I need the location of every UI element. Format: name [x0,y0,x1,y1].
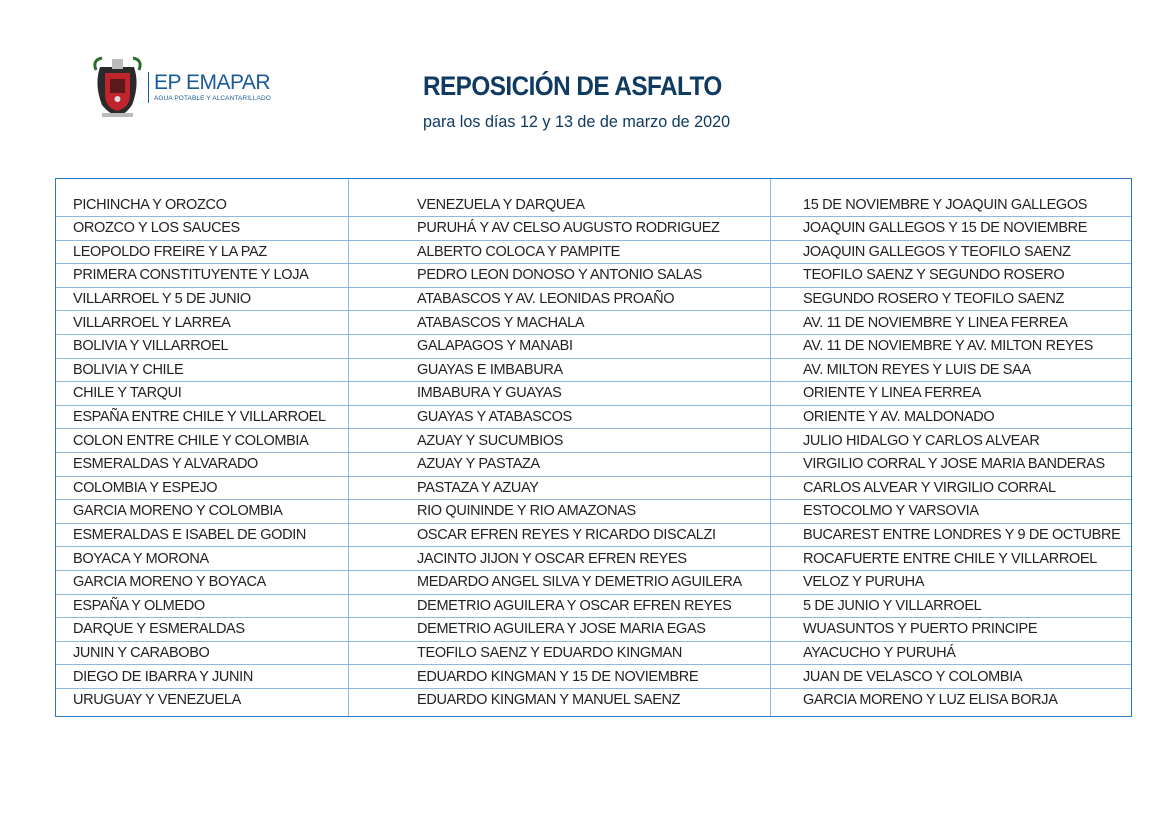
table-cell: GARCIA MORENO Y COLOMBIA [73,503,283,520]
table-cell: AZUAY Y PASTAZA [417,456,540,473]
table-cell: AYACUCHO Y PURUHÁ [803,644,956,661]
table-row: COLON ENTRE CHILE Y COLOMBIA AZUAY Y SUCU… [56,429,1131,454]
table-cell: PURUHÁ Y AV CELSO AUGUSTO RODRIGUEZ [417,220,720,237]
table-cell: URUGUAY Y VENEZUELA [73,692,241,709]
brand-block: EP EMAPAR AGUA POTABLE Y ALCANTARILLADO [148,72,271,103]
brand-tagline: AGUA POTABLE Y ALCANTARILLADO [154,95,271,102]
table-row: BOYACA Y MORONA JACINTO JIJON Y OSCAR EFR… [56,547,1131,572]
table-row: VILLARROEL Y LARREA ATABASCOS Y MACHALA AV… [56,311,1131,336]
column-divider [348,179,349,716]
table-row: GARCIA MORENO Y COLOMBIA RIO QUININDE Y R… [56,499,1131,524]
page-subtitle: para los días 12 y 13 de de marzo de 202… [423,112,731,131]
table-cell: ESTOCOLMO Y VARSOVIA [803,503,979,520]
table-cell: PEDRO LEON DONOSO Y ANTONIO SALAS [417,267,702,284]
table-cell: 15 DE NOVIEMBRE Y JOAQUIN GALLEGOS [803,196,1088,213]
table-row: BOLIVIA Y CHILE GUAYAS E IMBABURA AV. MILT… [56,358,1131,383]
table-row: GARCIA MORENO Y BOYACA MEDARDO ANGEL SILV… [56,570,1131,595]
table-cell: PICHINCHA Y OROZCO [73,196,227,213]
table-cell: ALBERTO COLOCA Y PAMPITE [417,243,621,260]
table-cell: PRIMERA CONSTITUYENTE Y LOJA [73,267,309,284]
table-cell: VELOZ Y PURUHA [803,574,925,591]
table-cell: EDUARDO KINGMAN Y MANUEL SAENZ [417,692,681,709]
table-row: PRIMERA CONSTITUYENTE Y LOJA PEDRO LEON D… [56,263,1131,288]
table-cell: DEMETRIO AGUILERA Y JOSE MARIA EGAS [417,621,706,638]
table-cell: BUCAREST ENTRE LONDRES Y 9 DE OCTUBRE [803,526,1121,543]
table-row: URUGUAY Y VENEZUELA EDUARDO KINGMAN Y MAN… [56,688,1131,712]
table-cell: LEOPOLDO FREIRE Y LA PAZ [73,243,267,260]
table-cell: ESPAÑA ENTRE CHILE Y VILLARROEL [73,408,326,425]
emapar-coat-of-arms-logo [93,56,142,117]
table-cell: AV. 11 DE NOVIEMBRE Y LINEA FERREA [803,314,1068,331]
table-row: PICHINCHA Y OROZCO VENEZUELA Y DARQUEA 15 … [56,193,1131,218]
table-cell: ROCAFUERTE ENTRE CHILE Y VILLARROEL [803,550,1097,567]
table-cell: GUAYAS Y ATABASCOS [417,408,572,425]
brand-name: EP EMAPAR [154,71,271,94]
table-row: CHILE Y TARQUI IMBABURA Y GUAYAS ORIENTE Y… [56,381,1131,406]
table-row: ESMERALDAS E ISABEL DE GODIN OSCAR EFREN … [56,523,1131,548]
table-row: LEOPOLDO FREIRE Y LA PAZ ALBERTO COLOCA Y… [56,240,1131,265]
table-cell: BOLIVIA Y VILLARROEL [73,338,229,355]
table-cell: JUAN DE VELASCO Y COLOMBIA [803,668,1023,685]
table-cell: RIO QUININDE Y RIO AMAZONAS [417,503,636,520]
table-cell: MEDARDO ANGEL SILVA Y DEMETRIO AGUILERA [417,574,742,591]
table-cell: COLON ENTRE CHILE Y COLOMBIA [73,432,309,449]
table-cell: JOAQUIN GALLEGOS Y TEOFILO SAENZ [803,243,1071,260]
table-cell: COLOMBIA Y ESPEJO [73,479,218,496]
table-row: BOLIVIA Y VILLARROEL GALAPAGOS Y MANABI AV… [56,334,1131,359]
table-cell: DIEGO DE IBARRA Y JUNIN [73,668,253,685]
table-cell: VIRGILIO CORRAL Y JOSE MARIA BANDERAS [803,456,1105,473]
table-cell: AV. 11 DE NOVIEMBRE Y AV. MILTON REYES [803,338,1093,355]
table-cell: CARLOS ALVEAR Y VIRGILIO CORRAL [803,479,1056,496]
table-cell: ESMERALDAS E ISABEL DE GODIN [73,526,307,543]
column-divider [770,179,771,716]
table-cell: EDUARDO KINGMAN Y 15 DE NOVIEMBRE [417,668,699,685]
table-cell: PASTAZA Y AZUAY [417,479,539,496]
table-cell: ESPAÑA Y OLMEDO [73,597,205,614]
table-cell: TEOFILO SAENZ Y EDUARDO KINGMAN [417,644,682,661]
table-cell: JACINTO JIJON Y OSCAR EFREN REYES [417,550,687,567]
table-row: COLOMBIA Y ESPEJO PASTAZA Y AZUAY CARLOS A… [56,476,1131,501]
table-row: DIEGO DE IBARRA Y JUNIN EDUARDO KINGMAN Y… [56,665,1131,690]
table-row: ESMERALDAS Y ALVARADO AZUAY Y PASTAZA VIRG… [56,452,1131,477]
table-cell: DARQUE Y ESMERALDAS [73,621,245,638]
table-cell: OROZCO Y LOS SAUCES [73,220,240,237]
table-cell: ESMERALDAS Y ALVARADO [73,456,258,473]
table-cell: DEMETRIO AGUILERA Y OSCAR EFREN REYES [417,597,732,614]
table-row: JUNIN Y CARABOBO TEOFILO SAENZ Y EDUARDO … [56,641,1131,666]
table-cell: OSCAR EFREN REYES Y RICARDO DISCALZI [417,526,716,543]
table-row: ESPAÑA Y OLMEDO DEMETRIO AGUILERA Y OSCAR… [56,594,1131,619]
table-row: DARQUE Y ESMERALDAS DEMETRIO AGUILERA Y J… [56,617,1131,642]
table-cell: VILLARROEL Y 5 DE JUNIO [73,290,251,307]
table-cell: AV. MILTON REYES Y LUIS DE SAA [803,361,1031,378]
table-cell: GUAYAS E IMBABURA [417,361,563,378]
table-cell: VENEZUELA Y DARQUEA [417,196,585,213]
table-cell: VILLARROEL Y LARREA [73,314,231,331]
table-cell: 5 DE JUNIO Y VILLARROEL [803,597,982,614]
table-cell: TEOFILO SAENZ Y SEGUNDO ROSERO [803,267,1065,284]
table-row: ESPAÑA ENTRE CHILE Y VILLARROEL GUAYAS Y … [56,405,1131,430]
table-cell: BOLIVIA Y CHILE [73,361,184,378]
table-cell: GALAPAGOS Y MANABI [417,338,573,355]
table-cell: CHILE Y TARQUI [73,385,182,402]
table-cell: ORIENTE Y AV. MALDONADO [803,408,995,425]
table-cell: JULIO HIDALGO Y CARLOS ALVEAR [803,432,1040,449]
streets-table: PICHINCHA Y OROZCO VENEZUELA Y DARQUEA 15 … [55,178,1132,717]
table-cell: JOAQUIN GALLEGOS Y 15 DE NOVIEMBRE [803,220,1088,237]
table-cell: IMBABURA Y GUAYAS [417,385,562,402]
table-cell: GARCIA MORENO Y LUZ ELISA BORJA [803,692,1058,709]
table-row: VILLARROEL Y 5 DE JUNIO ATABASCOS Y AV. L… [56,287,1131,312]
table-cell: ATABASCOS Y MACHALA [417,314,585,331]
table-cell: ATABASCOS Y AV. LEONIDAS PROAÑO [417,290,675,307]
table-cell: ORIENTE Y LINEA FERREA [803,385,981,402]
table-cell: GARCIA MORENO Y BOYACA [73,574,266,591]
table-cell: WUASUNTOS Y PUERTO PRINCIPE [803,621,1038,638]
table-cell: JUNIN Y CARABOBO [73,644,210,661]
table-cell: SEGUNDO ROSERO Y TEOFILO SAENZ [803,290,1065,307]
table-cell: AZUAY Y SUCUMBIOS [417,432,564,449]
page-title: REPOSICIÓN DE ASFALTO [423,71,722,101]
table-row: OROZCO Y LOS SAUCES PURUHÁ Y AV CELSO AUG… [56,216,1131,241]
table-cell: BOYACA Y MORONA [73,550,209,567]
